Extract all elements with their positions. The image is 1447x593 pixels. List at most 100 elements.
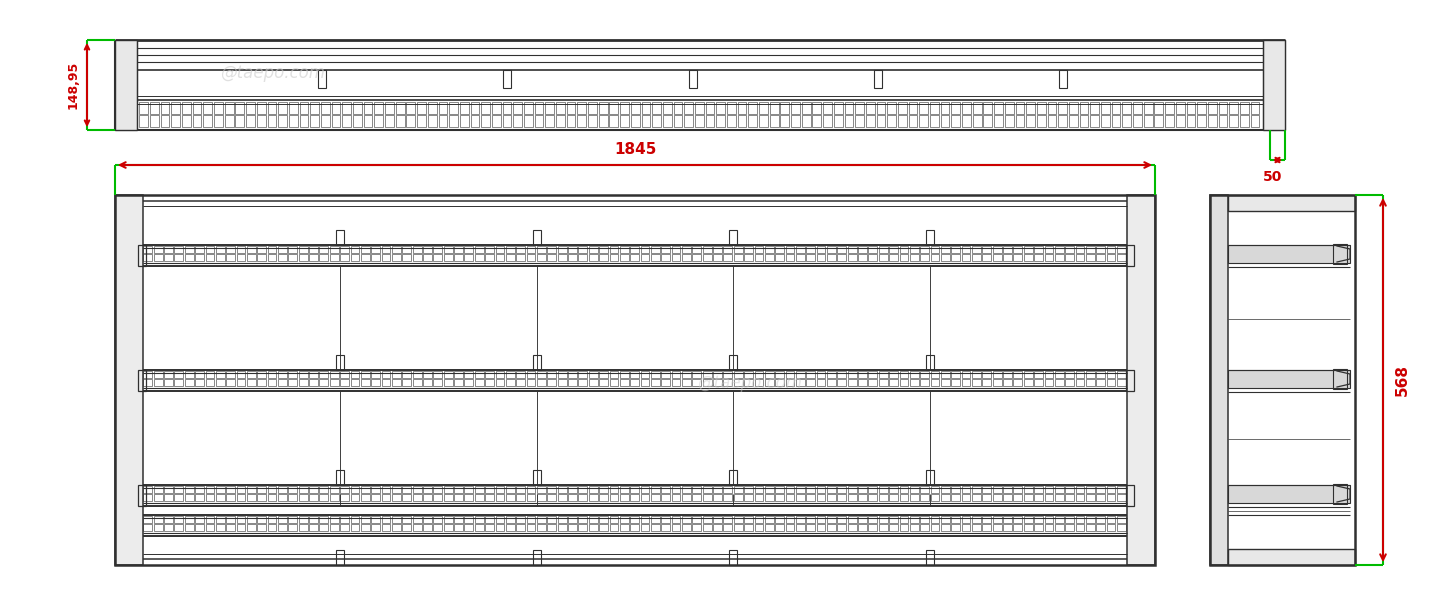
Bar bbox=[1045, 254, 1053, 261]
Bar bbox=[1065, 246, 1074, 253]
Bar bbox=[444, 254, 453, 261]
Bar bbox=[993, 494, 1001, 501]
Bar bbox=[1075, 379, 1084, 386]
Bar bbox=[1229, 245, 1350, 263]
Bar bbox=[372, 524, 381, 531]
Bar bbox=[724, 486, 732, 493]
Bar bbox=[724, 371, 732, 378]
Bar bbox=[609, 254, 618, 261]
Bar bbox=[382, 516, 391, 523]
Bar bbox=[161, 102, 169, 114]
Bar bbox=[278, 246, 287, 253]
Bar bbox=[713, 516, 722, 523]
Bar bbox=[888, 486, 899, 493]
Bar bbox=[1333, 244, 1347, 264]
Bar bbox=[464, 486, 473, 493]
Bar bbox=[402, 371, 411, 378]
Bar bbox=[502, 102, 511, 114]
Bar bbox=[900, 516, 909, 523]
Bar bbox=[865, 115, 874, 127]
Bar bbox=[661, 524, 670, 531]
Bar bbox=[557, 254, 567, 261]
Bar bbox=[609, 524, 618, 531]
Bar bbox=[972, 102, 981, 114]
Bar bbox=[382, 524, 391, 531]
Bar bbox=[320, 379, 328, 386]
Bar bbox=[547, 516, 556, 523]
Bar bbox=[910, 379, 919, 386]
Bar bbox=[375, 102, 383, 114]
Bar bbox=[412, 494, 421, 501]
Bar bbox=[729, 550, 738, 565]
Bar bbox=[899, 115, 907, 127]
Bar bbox=[765, 486, 774, 493]
Bar bbox=[224, 102, 233, 114]
Bar bbox=[434, 254, 443, 261]
Bar bbox=[972, 115, 981, 127]
Bar bbox=[517, 254, 525, 261]
Bar bbox=[765, 246, 774, 253]
Bar bbox=[888, 379, 899, 386]
Bar bbox=[137, 245, 146, 266]
Bar bbox=[204, 115, 213, 127]
Bar bbox=[806, 254, 815, 261]
Bar bbox=[205, 254, 214, 261]
Bar bbox=[331, 102, 340, 114]
Bar bbox=[164, 486, 174, 493]
Bar bbox=[546, 102, 554, 114]
Bar bbox=[713, 254, 722, 261]
Bar bbox=[910, 246, 919, 253]
Bar bbox=[1197, 102, 1205, 114]
Bar bbox=[599, 486, 608, 493]
Bar bbox=[1079, 102, 1088, 114]
Bar bbox=[651, 254, 660, 261]
Bar bbox=[930, 379, 939, 386]
Bar bbox=[641, 516, 650, 523]
Bar bbox=[204, 102, 213, 114]
Bar bbox=[1126, 245, 1134, 266]
Bar bbox=[806, 371, 815, 378]
Bar bbox=[236, 115, 245, 127]
Bar bbox=[765, 494, 774, 501]
Bar bbox=[527, 524, 535, 531]
Bar bbox=[392, 494, 401, 501]
Bar bbox=[567, 102, 576, 114]
Bar bbox=[754, 254, 764, 261]
Bar bbox=[828, 524, 836, 531]
Bar bbox=[589, 246, 598, 253]
Bar bbox=[692, 494, 702, 501]
Bar bbox=[1208, 115, 1217, 127]
Bar bbox=[310, 371, 318, 378]
Bar bbox=[713, 371, 722, 378]
Bar bbox=[599, 115, 608, 127]
Bar bbox=[258, 486, 266, 493]
Bar bbox=[363, 115, 372, 127]
Bar bbox=[734, 524, 742, 531]
Bar bbox=[137, 485, 146, 506]
Bar bbox=[1079, 115, 1088, 127]
Bar bbox=[336, 550, 344, 565]
Bar bbox=[185, 486, 194, 493]
Bar bbox=[848, 371, 857, 378]
Bar bbox=[372, 254, 381, 261]
Bar bbox=[609, 371, 618, 378]
Bar bbox=[1143, 115, 1152, 127]
Bar bbox=[802, 102, 810, 114]
Bar bbox=[724, 524, 732, 531]
Bar bbox=[214, 102, 223, 114]
Bar bbox=[164, 254, 174, 261]
Bar bbox=[205, 246, 214, 253]
Bar bbox=[589, 371, 598, 378]
Bar bbox=[396, 115, 405, 127]
Bar bbox=[298, 246, 308, 253]
Bar bbox=[868, 379, 877, 386]
Bar bbox=[776, 254, 784, 261]
Bar bbox=[495, 379, 505, 386]
Bar bbox=[1107, 246, 1116, 253]
Bar bbox=[1026, 115, 1035, 127]
Bar bbox=[288, 371, 297, 378]
Bar bbox=[330, 379, 339, 386]
Bar bbox=[631, 379, 640, 386]
Bar bbox=[744, 524, 752, 531]
Bar bbox=[268, 494, 276, 501]
